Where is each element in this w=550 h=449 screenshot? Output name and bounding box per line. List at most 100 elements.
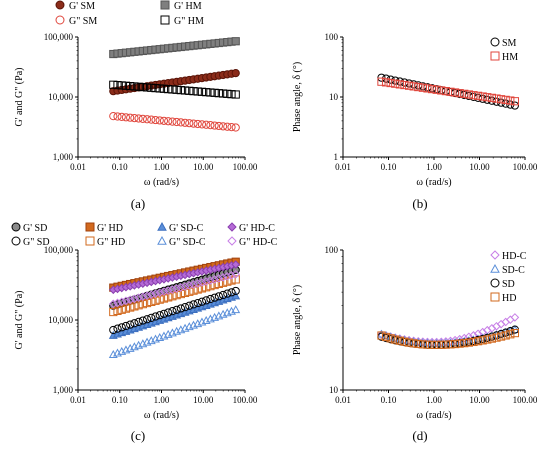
series-g-hd-c (108, 269, 241, 309)
series-hd (377, 328, 520, 349)
data-point (404, 81, 414, 90)
legend-label: HD (502, 293, 516, 304)
data-point (142, 315, 152, 324)
y-tick-label: 1,000 (53, 152, 74, 162)
data-point (117, 323, 126, 332)
data-point (185, 86, 194, 95)
data-point (193, 87, 202, 96)
data-point (113, 324, 122, 333)
legend-marker (157, 235, 167, 245)
x-tick-label: 10.00 (193, 395, 214, 405)
data-point (151, 115, 160, 125)
data-point (138, 83, 147, 92)
panel-a: 0.01 0.10 1.00 10.00 100.00 1,000 10,000 100,00… (14, 0, 258, 211)
x-tick-label: 1.00 (154, 162, 170, 172)
x-tick-label: 0.01 (335, 162, 351, 172)
data-point (201, 277, 211, 286)
data-point (163, 286, 173, 295)
data-point (487, 93, 496, 102)
data-point (151, 289, 160, 298)
data-point (202, 88, 211, 97)
data-point (227, 270, 236, 280)
data-point (121, 296, 131, 306)
data-point (108, 299, 118, 309)
data-point (210, 88, 219, 97)
data-point (450, 339, 460, 349)
data-point (126, 81, 135, 91)
data-point (510, 313, 520, 322)
data-point (134, 82, 143, 91)
data-point (432, 85, 441, 94)
data-point (423, 84, 432, 93)
x-tick-label: 0.10 (112, 395, 128, 405)
data-point (231, 90, 240, 99)
legend-marker (11, 222, 21, 232)
data-point (510, 101, 520, 110)
data-point (231, 260, 241, 269)
data-point (437, 340, 446, 349)
data-point (159, 116, 169, 125)
data-point (155, 311, 164, 320)
data-point (390, 333, 400, 342)
data-point (381, 331, 391, 340)
data-point (414, 339, 423, 349)
data-point (510, 328, 520, 338)
data-point (142, 291, 152, 301)
data-point (487, 334, 496, 343)
data-point (206, 88, 215, 97)
y-tick-label: 100 (325, 32, 339, 42)
data-point (414, 82, 423, 92)
data-point (117, 81, 126, 90)
x-tick-label: 1.00 (426, 162, 442, 172)
legend-marker (490, 278, 500, 288)
legend-label: G' SD-C (169, 223, 204, 234)
data-point (441, 340, 450, 349)
legend-label: SD (502, 279, 515, 290)
series-g-sm (109, 112, 240, 132)
data-point (147, 313, 156, 322)
data-point (214, 279, 223, 289)
x-tick-label: 10.00 (469, 162, 490, 172)
data-point (113, 112, 122, 121)
legend-label: G' HD (97, 223, 123, 234)
data-point (180, 282, 190, 291)
data-point (184, 281, 194, 290)
data-point (168, 285, 177, 294)
data-point (506, 330, 515, 339)
data-point (134, 114, 143, 123)
data-point (147, 83, 156, 92)
legend-marker (157, 221, 167, 231)
y-axis-label: Phase angle, δ (°) (292, 62, 303, 132)
data-point (455, 334, 464, 344)
data-point (218, 278, 228, 287)
data-point (222, 272, 232, 281)
data-point (109, 112, 118, 121)
data-point (164, 117, 173, 126)
data-point (377, 331, 386, 340)
data-point (231, 269, 241, 279)
data-point (176, 304, 185, 313)
data-point (113, 80, 122, 90)
x-tick-label: 0.10 (112, 162, 128, 172)
panel-d: 0.01 0.10 1.00 10.00 100.00 10 100 ω (rad/s) Pha… (292, 245, 538, 443)
data-point (159, 84, 169, 93)
x-tick-label: 1.00 (154, 395, 170, 405)
data-point (206, 276, 215, 285)
series-g-hm (109, 80, 240, 99)
data-point (437, 86, 446, 95)
legend-label: G" SD (23, 237, 50, 248)
data-point (418, 83, 427, 92)
legend-marker (160, 15, 170, 25)
data-point (202, 296, 211, 305)
data-point (121, 81, 131, 90)
legend-marker (55, 0, 65, 10)
data-point (147, 115, 156, 124)
data-point (134, 317, 143, 327)
data-point (223, 122, 232, 131)
data-point (172, 305, 181, 314)
x-tick-label: 10.00 (469, 395, 490, 405)
data-point (460, 339, 469, 348)
series-g-hm (109, 37, 240, 59)
legend-marker (55, 15, 65, 25)
data-point (193, 285, 202, 294)
